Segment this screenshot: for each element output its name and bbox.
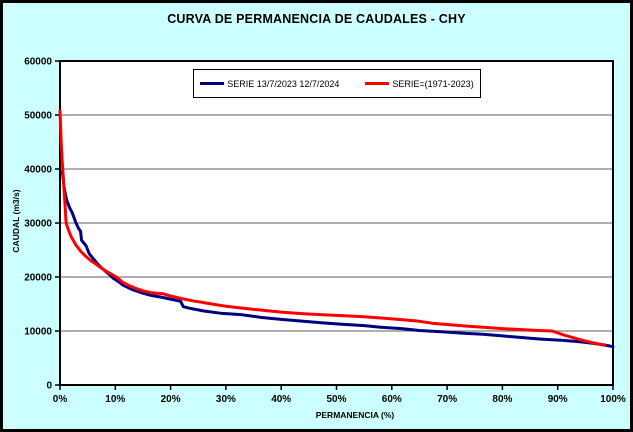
legend-line-sample-blue xyxy=(200,82,225,85)
legend-item-serie-2023-2024: SERIE 13/7/2023 12/7/2024 xyxy=(200,79,339,89)
chart-title: CURVA DE PERMANENCIA DE CAUDALES - CHY xyxy=(167,12,466,26)
x-tick-label-10: 10% xyxy=(105,394,125,405)
legend-line-sample-red xyxy=(365,82,390,85)
x-tick-label-50: 50% xyxy=(326,394,346,405)
x-tick-label-0: 0% xyxy=(53,394,68,405)
legend-label-serie-2023-2024: SERIE 13/7/2023 12/7/2024 xyxy=(227,78,340,89)
y-axis-title: CAUDAL (m3/s) xyxy=(11,189,21,253)
y-tick-label-40000: 40000 xyxy=(24,165,52,176)
series-line-0 xyxy=(60,170,615,349)
x-tick-label-100: 100% xyxy=(600,394,626,405)
y-tick-label-60000: 60000 xyxy=(24,57,52,68)
y-tick-label-0: 0 xyxy=(46,381,52,392)
x-axis-title: PERMANENCIA (%) xyxy=(315,410,395,420)
x-tick-label-90: 90% xyxy=(548,394,568,405)
plot-area: 0% 10% 20% 30% 40% 50% 60% 70% 80% 90% 100% 0 10000 2… xyxy=(24,57,626,406)
legend-box: SERIE 13/7/2023 12/7/2024 SERIE=(1971-20… xyxy=(193,69,481,98)
y-tick-label-10000: 10000 xyxy=(24,327,52,338)
x-tick-label-40: 40% xyxy=(271,394,291,405)
x-tick-label-20: 20% xyxy=(161,394,181,405)
y-tick-label-50000: 50000 xyxy=(24,111,52,122)
x-tick-label-70: 70% xyxy=(437,394,457,405)
legend-item-serie-1971-2023: SERIE=(1971-2023) xyxy=(365,78,474,89)
series-line-1 xyxy=(58,109,607,347)
y-tick-label-30000: 30000 xyxy=(24,219,52,230)
x-tick-label-80: 80% xyxy=(492,394,512,405)
x-tick-label-30: 30% xyxy=(216,394,236,405)
y-tick-label-20000: 20000 xyxy=(24,273,52,284)
x-tick-label-60: 60% xyxy=(382,394,402,405)
legend-label-serie-1971-2023: SERIE=(1971-2023) xyxy=(392,78,474,89)
